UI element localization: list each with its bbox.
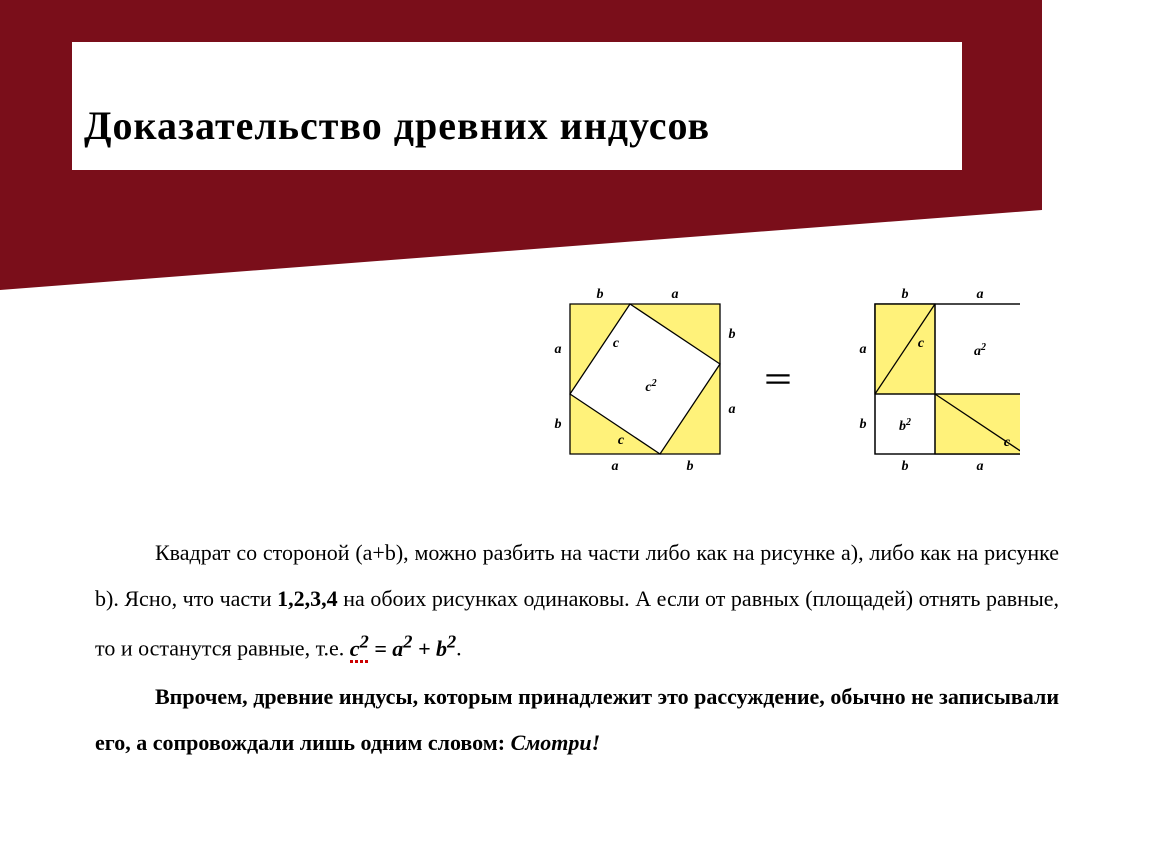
svg-text:a: a: [729, 402, 736, 417]
paragraph-1: Квадрат со стороной (a+b), можно разбить…: [95, 530, 1059, 672]
svg-text:a: a: [977, 287, 984, 302]
paragraph-2: Впрочем, древние индусы, которым принадл…: [95, 674, 1059, 766]
svg-text:b: b: [687, 459, 694, 474]
svg-text:c: c: [613, 336, 620, 351]
svg-text:b: b: [729, 327, 736, 342]
svg-text:b: b: [597, 287, 604, 302]
svg-text:a: a: [860, 342, 867, 357]
svg-text:b: b: [902, 287, 909, 302]
title-box: Доказательство древних индусов: [72, 42, 962, 170]
svg-text:b: b: [555, 417, 562, 432]
svg-text:b: b: [860, 417, 867, 432]
equals-sign: ＝: [762, 355, 794, 401]
formula-dot: .: [456, 636, 462, 661]
svg-text:c: c: [918, 336, 925, 351]
p1-bold: 1,2,3,4: [277, 586, 338, 611]
svg-text:a: a: [977, 459, 984, 474]
p2-text-b: Смотри!: [511, 730, 601, 755]
svg-text:c: c: [1004, 435, 1011, 450]
svg-text:b: b: [902, 459, 909, 474]
svg-text:a: a: [672, 287, 679, 302]
formula: c2 = a2 + b2: [350, 636, 456, 661]
header-banner: Доказательство древних индусов: [0, 0, 1042, 290]
body-text: Квадрат со стороной (a+b), можно разбить…: [95, 530, 1059, 768]
svg-text:c: c: [618, 433, 625, 448]
page-title: Доказательство древних индусов: [84, 102, 710, 149]
svg-text:a: a: [555, 342, 562, 357]
svg-text:a: a: [612, 459, 619, 474]
